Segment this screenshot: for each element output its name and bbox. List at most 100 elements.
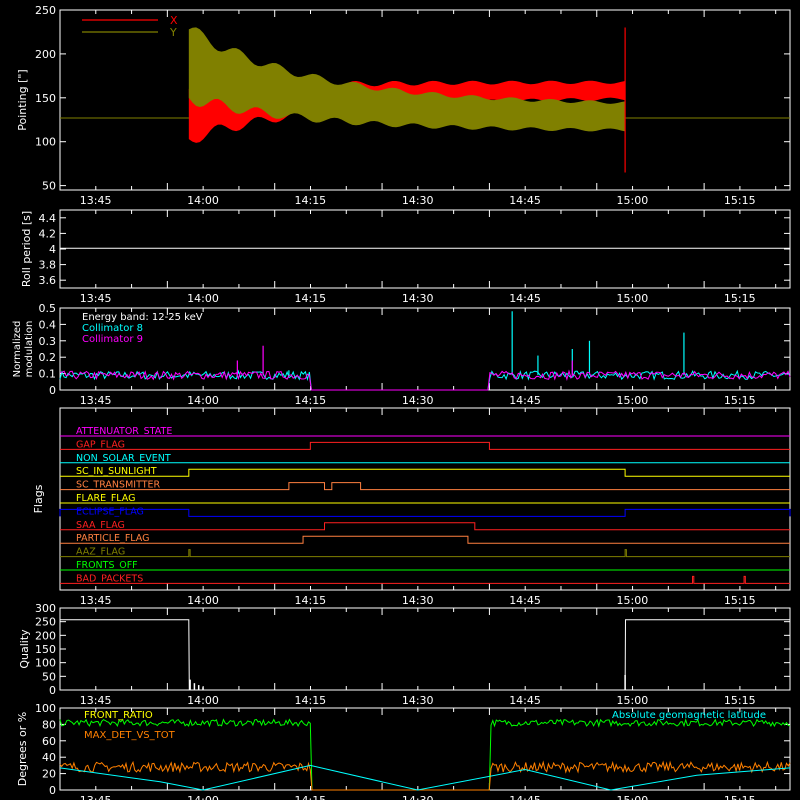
pointing-xtick-label: 14:45 [509,194,541,207]
flag-trace-aaz-flag [60,549,790,558]
flag-label-flare-flag: FLARE_FLAG [76,493,136,504]
geometry-xtick-label: 14:00 [187,794,219,800]
geometry-ytick-label: 40 [42,751,56,764]
geometry-legend-max-det: MAX_DET_VS_TOT [84,730,176,741]
quality-ytick-label: 150 [35,643,56,656]
geometry-xtick-label: 15:15 [724,794,756,800]
series-geomagnetic-latitude-line [59,764,791,791]
flags-xtick-label: 14:15 [294,594,326,607]
pointing-ylabel: Pointing ["] [16,69,29,130]
flag-trace-eclipse-flag [59,508,791,517]
flag-label-sc-in-sunlight: SC_IN_SUNLIGHT [76,466,157,477]
modulation-ylabel-1: Normalized [12,321,23,378]
quality-xtick-label: 15:15 [724,694,756,707]
quality-ytick-label: 0 [49,684,56,697]
modulation-ytick-label: 0.1 [39,368,57,381]
flag-trace-bad-packets [60,575,790,584]
pointing-xtick-label: 14:30 [402,194,434,207]
quality-ylabel: Quality [18,629,31,669]
quality-ytick-label: 50 [42,670,56,683]
roll-xtick-label: 13:45 [80,292,112,305]
flag-trace-saa-flag [60,522,790,531]
flags-ylabel: Flags [32,484,45,513]
series-collimator-9-line [59,369,791,391]
geometry-ytick-label: 80 [42,718,56,731]
geometry-xtick-label: 13:45 [80,794,112,800]
series-collimator-8-line [59,369,791,391]
modulation-legend-2: Collimator 9 [82,334,143,345]
roll-frame [59,209,791,289]
roll-ytick-label: 4.2 [39,227,57,240]
pointing-xtick-label: 15:00 [617,194,649,207]
modulation-xtick-label: 14:30 [402,394,434,407]
roll-ylabel: Roll period [s] [20,211,33,287]
modulation-legend-1: Collimator 8 [82,323,143,334]
modulation-ytick-label: 0.2 [39,351,57,364]
roll-ytick-label: 3.8 [39,259,57,272]
pointing-xtick-label: 15:15 [724,194,756,207]
modulation-xtick-label: 14:00 [187,394,219,407]
quality-xtick-label: 14:45 [509,694,541,707]
flags-xtick-label: 14:00 [187,594,219,607]
pointing-xtick-label: 14:00 [187,194,219,207]
roll-ytick-label: 3.6 [39,274,57,287]
geometry-xtick-label: 14:15 [294,794,326,800]
flag-label-bad-packets: BAD_PACKETS [76,573,143,584]
flags-xtick-label: 14:45 [509,594,541,607]
geometry-ytick-label: 20 [42,768,56,781]
modulation-xtick-label: 15:15 [724,394,756,407]
flag-trace-sc-in-sunlight [60,468,790,477]
quality-xtick-label: 14:30 [402,694,434,707]
geometry-legend-latitude: Absolute geomagnetic latitude [612,710,766,721]
modulation-ytick-label: 0.4 [39,318,57,331]
flag-label-attenuator-state: ATTENUATOR_STATE [76,426,172,437]
flags-xtick-label: 15:15 [724,594,756,607]
quality-ytick-label: 300 [35,602,56,615]
roll-ytick-label: 4.4 [39,212,57,225]
flag-label-fronts-off: FRONTS_OFF [76,560,138,571]
pointing-ytick-label: 50 [42,180,56,193]
pointing-xtick-label: 13:45 [80,194,112,207]
flag-trace-gap-flag [60,441,790,450]
roll-xtick-label: 15:15 [724,292,756,305]
geometry-legend-front-ratio: FRONT_RATIO [84,710,153,721]
roll-xtick-label: 15:00 [617,292,649,305]
pointing-ytick-label: 250 [35,4,56,17]
quality-ytick-label: 100 [35,657,56,670]
roll-xtick-label: 14:15 [294,292,326,305]
flag-label-non-solar-event: NON_SOLAR_EVENT [76,453,171,464]
pointing-ytick-label: 200 [35,48,56,61]
quality-ytick-label: 200 [35,629,56,642]
flags-xtick-label: 13:45 [80,594,112,607]
geometry-xtick-label: 14:30 [402,794,434,800]
flags-xtick-label: 15:00 [617,594,649,607]
geometry-ytick-label: 100 [35,702,56,715]
flag-label-aaz-flag: AAZ_FLAG [76,547,125,558]
quality-line [60,619,790,691]
pointing-ytick-label: 150 [35,92,56,105]
roll-xtick-label: 14:00 [187,292,219,305]
pointing-xtick-label: 14:15 [294,194,326,207]
modulation-ytick-label: 0 [49,384,56,397]
modulation-ylabel-2: modulation [24,321,35,378]
flag-trace-particle-flag [60,535,790,544]
legend-label-y: Y [169,26,177,39]
modulation-xtick-label: 14:45 [509,394,541,407]
flag-label-eclipse-flag: ECLIPSE_FLAG [76,506,144,517]
modulation-xtick-label: 15:00 [617,394,649,407]
series-max-det-line [59,760,791,791]
quality-xtick-label: 14:15 [294,694,326,707]
flags-frame [59,407,791,591]
quality-xtick-label: 13:45 [80,694,112,707]
roll-ytick-label: 4 [49,243,56,256]
pointing-frame [59,9,791,191]
quality-xtick-label: 15:00 [617,694,649,707]
geometry-xtick-label: 15:00 [617,794,649,800]
flag-trace-sc-transmitter [60,482,790,491]
roll-xtick-label: 14:30 [402,292,434,305]
geometry-ytick-label: 60 [42,735,56,748]
geometry-ylabel: Degrees or % [16,712,29,786]
flag-label-gap-flag: GAP_FLAG [76,439,125,450]
series-y-band [188,27,626,132]
